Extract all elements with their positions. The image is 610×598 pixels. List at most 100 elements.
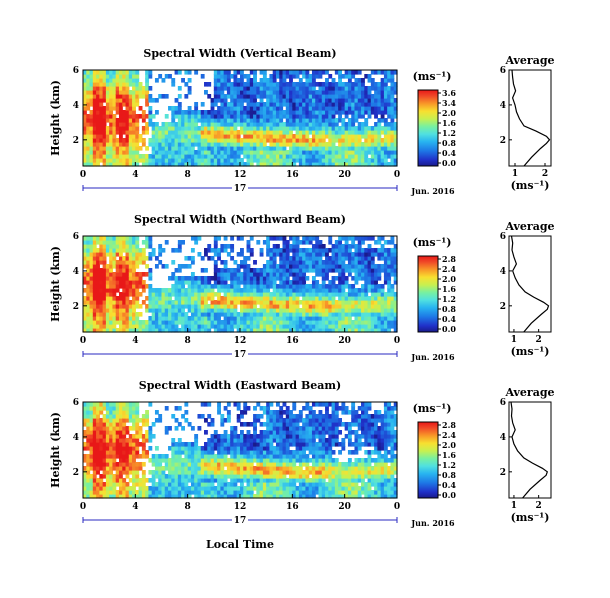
heatmap-cell — [184, 114, 189, 119]
heatmap-cell — [194, 280, 199, 285]
heatmap-cell — [132, 248, 136, 253]
heatmap-cell — [154, 454, 159, 459]
heatmap-cell — [204, 312, 208, 317]
heatmap-cell — [135, 94, 140, 99]
heatmap-cell — [217, 154, 221, 159]
heatmap-cell — [236, 450, 241, 455]
heatmap-cell — [86, 154, 91, 159]
heatmap-cell — [83, 308, 87, 313]
heatmap-cell — [311, 280, 316, 285]
heatmap-cell — [334, 300, 339, 305]
heatmap-cell — [83, 478, 87, 483]
heatmap-cell — [204, 304, 208, 309]
heatmap-cell — [109, 268, 114, 273]
heatmap-cell — [223, 324, 228, 329]
heatmap-cell — [380, 146, 385, 151]
heatmap-cell — [190, 470, 195, 475]
heatmap-cell — [89, 130, 94, 135]
heatmap-cell — [92, 284, 97, 289]
heatmap-cell — [135, 260, 140, 265]
heatmap-cell — [102, 162, 107, 167]
heatmap-cell — [357, 102, 362, 107]
heatmap-cell — [272, 292, 277, 297]
heatmap-cell — [292, 146, 297, 151]
heatmap-cell — [302, 304, 307, 309]
heatmap-cell — [109, 102, 114, 107]
heatmap-cell — [99, 102, 104, 107]
heatmap-cell — [338, 324, 342, 329]
heatmap-cell — [253, 426, 257, 431]
heatmap-cell — [311, 276, 316, 281]
heatmap-cell — [249, 438, 254, 443]
heatmap-cell — [207, 94, 212, 99]
heatmap-cell — [92, 324, 97, 329]
heatmap-cell — [318, 300, 323, 305]
heatmap-cell — [249, 450, 254, 455]
heatmap-cell — [272, 94, 277, 99]
heatmap-cell — [125, 470, 130, 475]
heatmap-cell — [331, 94, 336, 99]
heatmap-cell — [249, 284, 254, 289]
heatmap-cell — [311, 98, 316, 103]
heatmap-cell — [361, 308, 365, 313]
heatmap-cell — [148, 110, 153, 115]
heatmap-cell — [374, 320, 378, 325]
heatmap-cell — [109, 276, 114, 281]
heatmap-cell — [109, 406, 114, 411]
heatmap-cell — [213, 478, 218, 483]
heatmap-cell — [135, 462, 140, 467]
heatmap-cell — [374, 240, 378, 245]
heatmap-cell — [367, 252, 372, 257]
heatmap-cell — [194, 296, 199, 301]
heatmap-cell — [158, 138, 163, 143]
heatmap-cell — [190, 162, 195, 167]
heatmap-cell — [367, 94, 372, 99]
heatmap-cell — [367, 142, 372, 147]
heatmap-cell — [86, 422, 91, 427]
heatmap-cell — [158, 288, 163, 293]
heatmap-cell — [109, 264, 114, 269]
heatmap-cell — [168, 482, 172, 487]
heatmap-cell — [259, 486, 264, 491]
heatmap-cell — [357, 150, 362, 155]
heatmap-cell — [236, 328, 241, 333]
heatmap-cell — [102, 74, 107, 79]
heatmap-cell — [102, 292, 107, 297]
heatmap-cell — [285, 312, 290, 317]
heatmap-cell — [308, 102, 313, 107]
heatmap-cell — [122, 296, 127, 301]
heatmap-cell — [374, 98, 378, 103]
heatmap-cell — [174, 248, 179, 253]
heatmap-cell — [118, 292, 123, 297]
heatmap-cell — [256, 462, 261, 467]
heatmap-cell — [158, 328, 163, 333]
heatmap-cell — [226, 110, 231, 115]
heatmap-cell — [236, 434, 241, 439]
heatmap-cell — [321, 98, 326, 103]
heatmap-cell — [370, 138, 375, 143]
heatmap-cell — [89, 70, 94, 75]
x-tick-label: 16 — [286, 170, 299, 180]
heatmap-cell — [243, 90, 248, 95]
heatmap-cell — [96, 438, 100, 443]
heatmap-cell — [86, 122, 91, 127]
heatmap-cell — [292, 260, 297, 265]
heatmap-cell — [105, 130, 110, 135]
heatmap-cell — [289, 244, 293, 249]
heatmap-cell — [128, 78, 133, 83]
x-tick-label: 20 — [338, 170, 351, 180]
heatmap-cell — [204, 462, 208, 467]
heatmap-cell — [246, 110, 251, 115]
heatmap-cell — [128, 402, 133, 407]
heatmap-cell — [275, 134, 280, 139]
heatmap-cell — [230, 466, 235, 471]
heatmap-cell — [109, 252, 114, 257]
heatmap-cell — [217, 94, 221, 99]
heatmap-cell — [243, 446, 248, 451]
heatmap-cell — [122, 482, 127, 487]
heatmap-cell — [275, 70, 280, 75]
heatmap-cell — [272, 268, 277, 273]
heatmap-cell — [377, 236, 382, 241]
heatmap-cell — [154, 312, 159, 317]
heatmap-cell — [174, 406, 179, 411]
